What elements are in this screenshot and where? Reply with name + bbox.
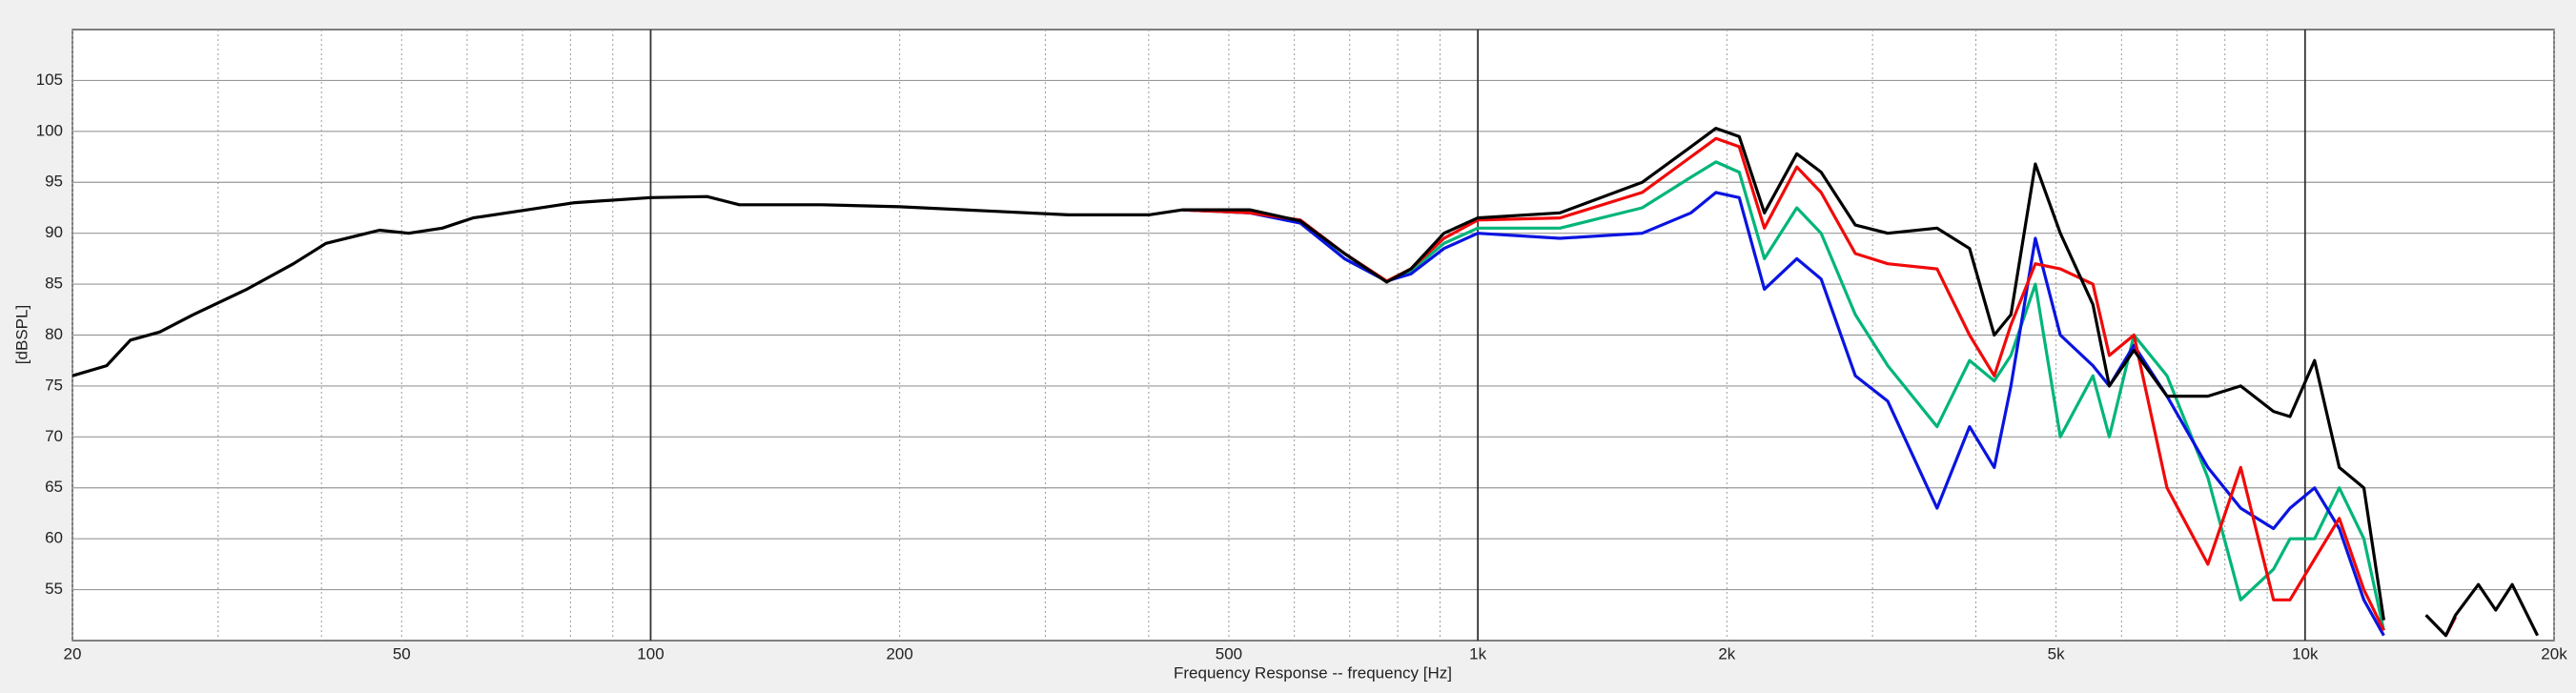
y-tick-label: 105 (36, 71, 63, 89)
y-tick-label: 55 (45, 580, 63, 598)
x-tick-label: 1k (1469, 644, 1486, 662)
y-tick-label: 60 (45, 529, 63, 547)
y-tick-label: 90 (45, 223, 63, 241)
y-tick-label: 95 (45, 173, 63, 191)
y-tick-label: 100 (36, 121, 63, 139)
x-tick-label: 500 (1216, 644, 1242, 662)
x-tick-label: 100 (637, 644, 664, 662)
y-tick-label: 70 (45, 427, 63, 445)
x-axis-title: Frequency Response -- frequency [Hz] (1174, 663, 1452, 682)
series-line (1182, 160, 2385, 631)
x-tick-label: 20 (64, 644, 82, 662)
grid: 55 60 65 70 75 80 85 90 95 100 105 20 50 100 200 500 1k 2… (36, 30, 2567, 662)
x-tick-label: 50 (393, 644, 411, 662)
x-tick-label: 200 (886, 644, 912, 662)
lines (72, 127, 2540, 638)
y-tick-label: 80 (45, 325, 63, 343)
y-axis-title: [dBSPL] (12, 305, 31, 364)
y-tick-label: 65 (45, 478, 63, 496)
series-line (1182, 191, 2385, 637)
y-tick-label: 85 (45, 275, 63, 293)
y-tick-label: 75 (45, 376, 63, 394)
x-tick-label: 20k (2541, 644, 2567, 662)
series-line (72, 127, 2540, 638)
x-tick-label: 5k (2048, 644, 2065, 662)
x-tick-label: 2k (1718, 644, 1735, 662)
x-tick-label: 10k (2292, 644, 2319, 662)
